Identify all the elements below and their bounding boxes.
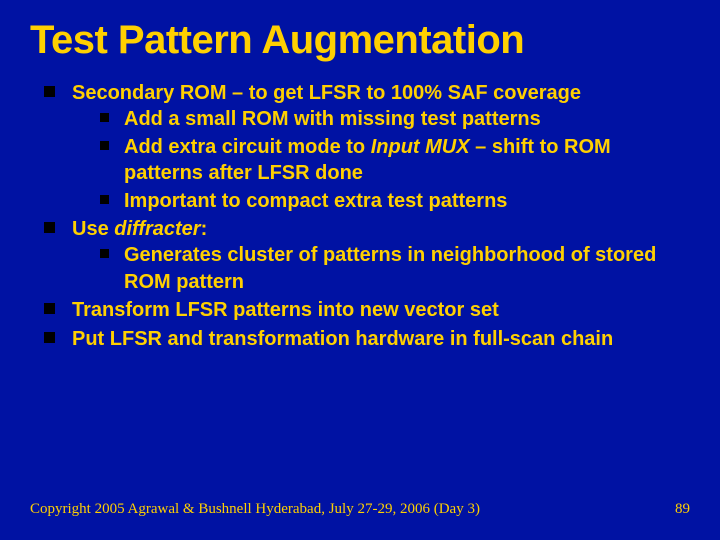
- footer: Copyright 2005 Agrawal & Bushnell Hydera…: [30, 501, 690, 518]
- slide-title: Test Pattern Augmentation: [30, 18, 690, 62]
- list-item: Generates cluster of patterns in neighbo…: [100, 242, 682, 295]
- bullet-text: Generates cluster of patterns in neighbo…: [124, 244, 656, 292]
- list-item: Use diffracter: Generates cluster of pat…: [44, 216, 682, 295]
- bullet-text: Use: [72, 218, 114, 240]
- bullet-text: Important to compact extra test patterns: [124, 190, 507, 212]
- list-item: Put LFSR and transformation hardware in …: [44, 326, 682, 352]
- bullet-list: Secondary ROM – to get LFSR to 100% SAF …: [30, 80, 690, 352]
- bullet-em: Input MUX: [371, 136, 470, 158]
- bullet-text: Transform LFSR patterns into new vector …: [72, 299, 499, 321]
- page-number: 89: [675, 501, 690, 518]
- list-item: Transform LFSR patterns into new vector …: [44, 297, 682, 323]
- bullet-text: Secondary ROM – to get LFSR to 100% SAF …: [72, 82, 581, 104]
- bullet-em: diffracter: [114, 218, 200, 240]
- sub-list: Generates cluster of patterns in neighbo…: [72, 242, 682, 295]
- list-item: Important to compact extra test patterns: [100, 188, 682, 214]
- bullet-text: Put LFSR and transformation hardware in …: [72, 328, 613, 350]
- list-item: Secondary ROM – to get LFSR to 100% SAF …: [44, 80, 682, 214]
- copyright-text: Copyright 2005 Agrawal & Bushnell Hydera…: [30, 501, 480, 518]
- list-item: Add a small ROM with missing test patter…: [100, 106, 682, 132]
- slide: Test Pattern Augmentation Secondary ROM …: [0, 0, 720, 540]
- bullet-text: Add extra circuit mode to: [124, 136, 371, 158]
- list-item: Add extra circuit mode to Input MUX – sh…: [100, 134, 682, 187]
- bullet-text: Add a small ROM with missing test patter…: [124, 108, 541, 130]
- sub-list: Add a small ROM with missing test patter…: [72, 106, 682, 214]
- bullet-text: :: [201, 218, 208, 240]
